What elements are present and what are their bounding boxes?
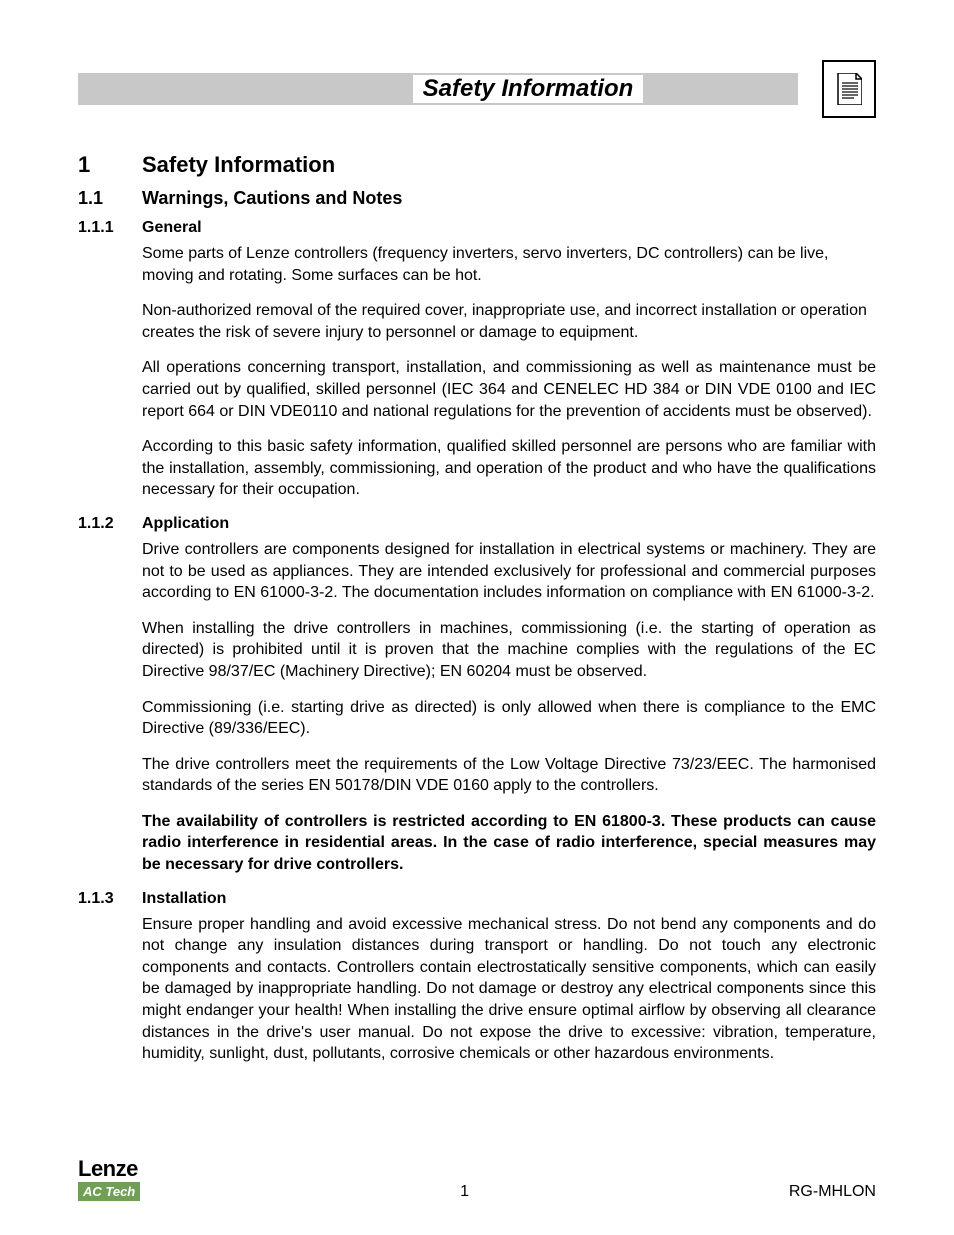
section-1-1-3-title: Installation <box>142 890 226 908</box>
section-1-1-3-heading: 1.1.3 Installation <box>78 890 876 908</box>
section-1-1-2-heading: 1.1.2 Application <box>78 515 876 533</box>
para-1-1-1-p3: All operations concerning transport, ins… <box>142 357 876 422</box>
section-1-1-1-title: General <box>142 219 202 237</box>
section-1-1-2-title: Application <box>142 515 229 533</box>
para-1-1-1-p2: Non-authorized removal of the required c… <box>142 300 876 343</box>
section-1-1-num: 1.1 <box>78 188 142 209</box>
para-1-1-1-p1: Some parts of Lenze controllers (frequen… <box>142 243 876 286</box>
section-1-1-title: Warnings, Cautions and Notes <box>142 188 402 209</box>
page-footer: Lenze AC Tech 1 RG-MHLON <box>78 1158 876 1201</box>
section-1-1-heading: 1.1 Warnings, Cautions and Notes <box>78 188 876 209</box>
section-1-title: Safety Information <box>142 152 335 178</box>
logo-actech-text: AC Tech <box>78 1182 140 1201</box>
page-number: 1 <box>460 1183 469 1201</box>
document-icon <box>822 60 876 118</box>
section-1-1-2-num: 1.1.2 <box>78 515 142 533</box>
page-header: Safety Information <box>78 60 876 118</box>
para-1-1-2-p2: When installing the drive controllers in… <box>142 618 876 683</box>
para-1-1-2-p4: The drive controllers meet the requireme… <box>142 754 876 797</box>
header-bar: Safety Information <box>78 73 798 105</box>
header-title: Safety Information <box>413 75 644 103</box>
section-1-1-3-num: 1.1.3 <box>78 890 142 908</box>
section-1-1-1-heading: 1.1.1 General <box>78 219 876 237</box>
document-code: RG-MHLON <box>789 1183 876 1201</box>
section-1-heading: 1 Safety Information <box>78 152 876 178</box>
para-1-1-3-p1: Ensure proper handling and avoid excessi… <box>142 914 876 1065</box>
para-1-1-2-p1: Drive controllers are components designe… <box>142 539 876 604</box>
logo-lenze-text: Lenze <box>78 1158 140 1180</box>
section-1-num: 1 <box>78 152 142 178</box>
para-1-1-1-p4: According to this basic safety informati… <box>142 436 876 501</box>
logo: Lenze AC Tech <box>78 1158 140 1201</box>
section-1-1-1-num: 1.1.1 <box>78 219 142 237</box>
para-1-1-2-p5: The availability of controllers is restr… <box>142 811 876 876</box>
para-1-1-2-p3: Commissioning (i.e. starting drive as di… <box>142 697 876 740</box>
